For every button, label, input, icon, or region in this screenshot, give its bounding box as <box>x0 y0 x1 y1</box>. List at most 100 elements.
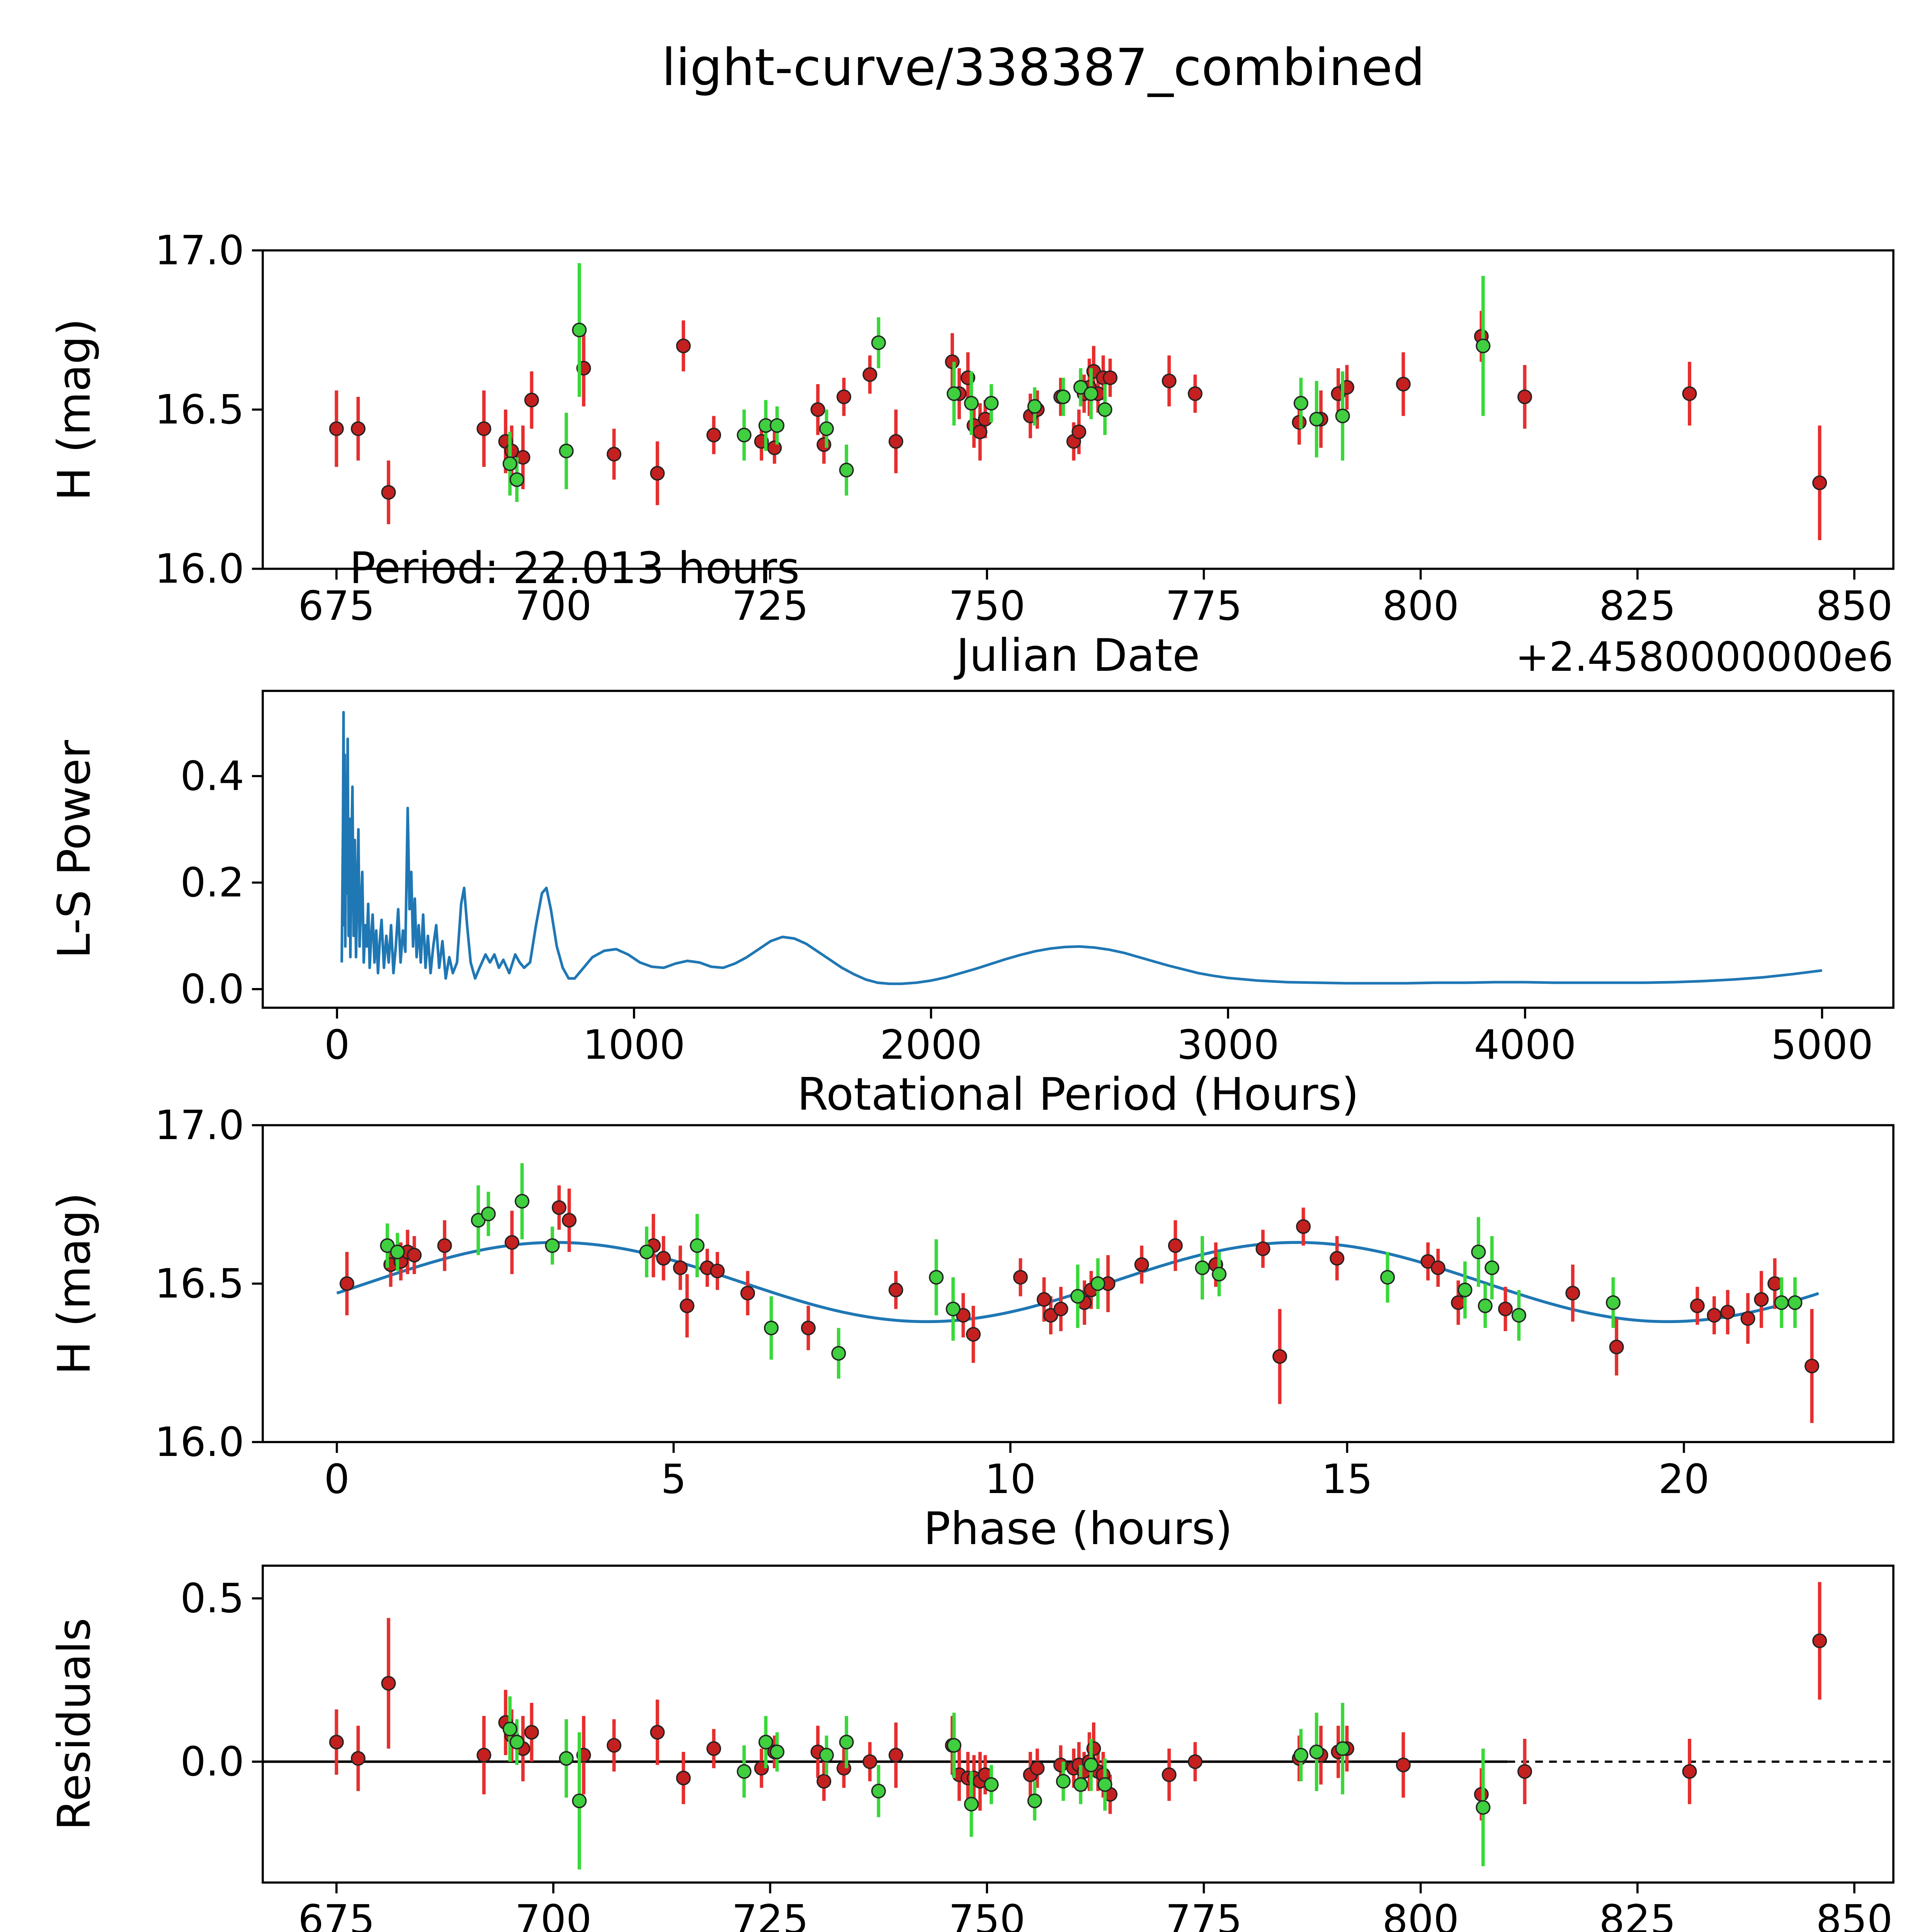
data-point <box>1056 389 1071 405</box>
y-axis-label: H (mag) <box>48 1192 100 1375</box>
x-tick-label: 4000 <box>1474 1021 1577 1068</box>
y-tick-label: 0.0 <box>180 1738 244 1785</box>
data-point <box>524 393 539 408</box>
data-point <box>545 1238 560 1253</box>
x-tick-label: 775 <box>1165 582 1242 629</box>
data-point <box>1517 1764 1532 1779</box>
data-point <box>947 1738 962 1753</box>
periodogram-line <box>340 711 1822 985</box>
data-point <box>559 444 574 459</box>
data-point <box>476 1748 492 1763</box>
data-point <box>706 427 721 442</box>
data-point <box>1430 1260 1446 1276</box>
x-tick-label: 700 <box>515 1896 592 1932</box>
series-green-dataset <box>380 1163 1803 1379</box>
data-point <box>502 1721 517 1736</box>
x-axis-label: Phase (hours) <box>923 1503 1233 1555</box>
data-point <box>1086 1741 1101 1756</box>
data-point <box>1296 1219 1311 1234</box>
data-point <box>515 1194 530 1209</box>
data-point <box>810 402 825 417</box>
data-point <box>390 1245 405 1260</box>
data-point <box>676 1770 691 1786</box>
data-point <box>572 1793 587 1808</box>
data-point <box>839 1735 854 1750</box>
data-point <box>1707 1308 1722 1323</box>
data-point <box>1162 1767 1177 1782</box>
series-green-dataset <box>502 263 1491 502</box>
data-point <box>676 338 691 354</box>
data-point <box>339 1276 354 1291</box>
data-point <box>1471 1245 1486 1260</box>
data-point <box>607 447 622 462</box>
data-point <box>1013 1270 1028 1285</box>
data-point <box>1292 415 1307 430</box>
data-point <box>862 367 878 382</box>
data-point <box>1690 1298 1705 1313</box>
data-point <box>1335 408 1350 423</box>
y-axis-label: L-S Power <box>48 740 100 959</box>
data-point <box>1774 1295 1789 1310</box>
data-point <box>1073 380 1088 395</box>
data-point <box>381 1676 396 1691</box>
y-tick-label: 16.5 <box>155 386 244 433</box>
data-point <box>1330 1251 1345 1266</box>
data-point <box>819 1748 834 1763</box>
data-point <box>871 1784 886 1799</box>
data-point <box>984 396 999 411</box>
data-point <box>1293 396 1308 411</box>
data-point <box>1255 1241 1270 1256</box>
data-point <box>1053 1301 1068 1316</box>
data-point <box>1720 1304 1735 1320</box>
x-tick-label: 5 <box>661 1456 686 1503</box>
data-point <box>1478 1298 1493 1313</box>
data-point <box>1195 1260 1210 1276</box>
x-tick-label: 1000 <box>583 1021 685 1068</box>
data-point <box>770 418 785 433</box>
data-point <box>551 1200 566 1215</box>
data-point <box>1071 424 1087 439</box>
x-tick-label: 700 <box>515 582 592 629</box>
x-tick-label: 675 <box>298 1896 375 1932</box>
data-point <box>1083 386 1099 401</box>
x-axis-label: Rotational Period (Hours) <box>797 1068 1359 1121</box>
y-tick-label: 17.0 <box>155 227 244 274</box>
data-point <box>1485 1260 1500 1276</box>
x-tick-label: 775 <box>1165 1896 1242 1932</box>
data-point <box>736 1764 752 1779</box>
data-point <box>1380 1270 1395 1285</box>
data-point <box>710 1264 725 1279</box>
x-tick-label: 725 <box>732 582 809 629</box>
x-tick-label: 800 <box>1382 1896 1459 1932</box>
data-point <box>1804 1359 1820 1374</box>
y-tick-label: 16.0 <box>155 1418 244 1466</box>
data-point <box>1168 1238 1183 1253</box>
data-point <box>964 1797 979 1812</box>
x-tick-label: 825 <box>1599 1896 1676 1932</box>
data-point <box>862 1754 878 1769</box>
data-point <box>973 424 988 439</box>
data-point <box>764 1320 779 1335</box>
panel-jd-lightcurve: 675 700 725 750 775 800 825 850 16.0 16.5 17.0 Juli… <box>48 227 1895 682</box>
y-tick-label: 16.5 <box>155 1260 244 1307</box>
data-point <box>1812 1633 1827 1648</box>
data-point <box>1070 1289 1085 1304</box>
x-tick-label: 15 <box>1321 1456 1372 1503</box>
series-green-dataset <box>502 1696 1491 1870</box>
x-tick-label: 3000 <box>1177 1021 1279 1068</box>
data-point <box>740 1286 755 1301</box>
data-point <box>407 1248 422 1263</box>
x-tick-label: 800 <box>1382 582 1459 629</box>
data-point <box>1517 389 1532 405</box>
data-point <box>736 427 752 442</box>
x-tick-label: 750 <box>949 1896 1026 1932</box>
x-tick-label: 750 <box>949 582 1026 629</box>
data-point <box>1605 1295 1621 1310</box>
data-point <box>1162 373 1177 388</box>
axes-frame <box>262 690 1895 1009</box>
data-point <box>639 1245 654 1260</box>
data-point <box>607 1738 622 1753</box>
data-point <box>1754 1292 1769 1307</box>
data-point <box>504 1235 519 1250</box>
